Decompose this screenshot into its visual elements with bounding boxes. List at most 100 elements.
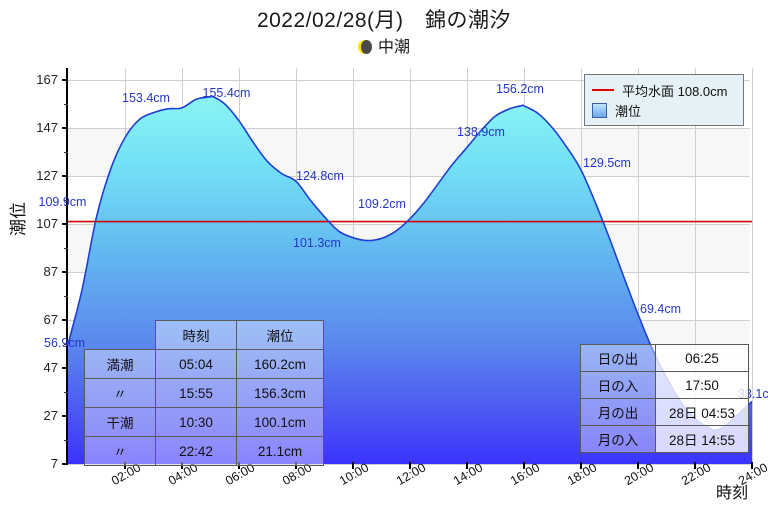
x-axis-tick <box>409 462 411 469</box>
y-axis-tick-label: 7 <box>50 456 58 471</box>
y-axis-tick-label: 147 <box>36 120 58 135</box>
y-axis-tick <box>62 175 68 177</box>
table-row: 月の入 28日 14:55 <box>580 425 749 453</box>
moon-phase-icon <box>357 40 372 59</box>
y-axis-tick-minor <box>64 152 68 153</box>
x-axis-tick <box>751 462 753 469</box>
legend-item-tide: 潮位 <box>592 100 736 120</box>
sun-moon-label-cell: 月の出 <box>580 398 656 426</box>
y-axis-tick-label: 127 <box>36 168 58 183</box>
tide-swatch-icon <box>592 102 607 118</box>
tide-value-label: 69.4cm <box>640 302 681 317</box>
tide-value-label: 138.9cm <box>457 125 505 140</box>
y-axis-tick-minor <box>64 440 68 441</box>
legend-item-mean-level: 平均水面 108.0cm <box>592 80 736 100</box>
x-axis-tick <box>580 462 582 469</box>
x-axis-tick <box>295 462 297 469</box>
tide-times-table: 時刻 潮位 満潮 05:04 160.2cm 〃 15:55 156.3cm 干潮 10:30 10… <box>84 320 324 466</box>
y-axis-tick <box>62 127 68 129</box>
legend-label-mean-level: 平均水面 108.0cm <box>622 83 728 99</box>
tide-type-cell: 干潮 <box>84 407 156 437</box>
y-axis-tick <box>62 463 68 465</box>
gridline-vertical <box>752 68 753 462</box>
tide-value-label: 109.2cm <box>358 196 406 211</box>
tide-type-label: 中潮 <box>377 39 410 56</box>
tide-type-cell: 満潮 <box>84 349 156 379</box>
page-title: 2022/02/28(月) 錦の潮汐 <box>256 9 512 32</box>
tide-time-cell: 05:04 <box>155 349 237 379</box>
tide-time-cell: 10:30 <box>155 407 237 437</box>
y-axis-tick <box>62 223 68 225</box>
sun-moon-value-cell: 17:50 <box>655 371 749 399</box>
tide-value-label: 109.9cm <box>38 195 87 210</box>
y-axis-tick-minor <box>64 344 68 345</box>
y-axis-tick-minor <box>64 200 68 201</box>
x-axis-tick <box>523 462 525 469</box>
tide-type-subtitle: 中潮 <box>0 33 768 59</box>
tide-value-label: 156.2cm <box>496 81 544 96</box>
table-row: 満潮 05:04 160.2cm <box>84 349 324 379</box>
tide-type-cell: 〃 <box>84 378 156 408</box>
gridline-vertical <box>695 68 696 462</box>
gridline-horizontal <box>68 128 750 129</box>
tide-level-cell: 21.1cm <box>236 436 324 466</box>
x-axis-tick <box>352 462 354 469</box>
chart-legend: 平均水面 108.0cm 潮位 <box>584 74 744 126</box>
y-axis-tick-minor <box>64 296 68 297</box>
table-header-row: 時刻 潮位 <box>85 320 324 350</box>
sun-moon-times-table: 日の出 06:25 日の入 17:50 月の出 28日 04:53 月の入 28日 14:55 <box>580 344 749 453</box>
tide-value-label: 153.4cm <box>122 90 170 105</box>
tide-value-label: 56.9cm <box>44 336 85 351</box>
sun-moon-value-cell: 06:25 <box>655 344 749 372</box>
y-axis-tick-label: 27 <box>43 408 58 423</box>
tide-type-cell: 〃 <box>84 436 156 466</box>
table-header-cell: 時刻 <box>155 320 237 350</box>
x-axis-tick <box>238 462 240 469</box>
chart-axis-marks <box>62 68 753 469</box>
y-axis-tick-minor <box>64 392 68 393</box>
tide-value-label: 124.8cm <box>296 169 344 184</box>
x-axis-tick <box>637 462 639 469</box>
sun-moon-value-cell: 28日 04:53 <box>655 398 749 426</box>
gridline-vertical <box>638 68 639 462</box>
sun-moon-label-cell: 日の入 <box>580 371 656 399</box>
y-axis-tick-label: 167 <box>36 72 58 87</box>
y-axis-tick-label: 87 <box>43 264 58 279</box>
y-axis-tick <box>62 367 68 369</box>
y-axis-tick-minor <box>64 248 68 249</box>
x-axis-tick <box>124 462 126 469</box>
table-header-corner <box>85 321 156 350</box>
x-axis-tick <box>466 462 468 469</box>
y-axis-tick <box>62 319 68 321</box>
gridline-horizontal <box>68 176 750 177</box>
table-row: 〃 22:42 21.1cm <box>84 436 324 466</box>
y-axis-tick <box>62 79 68 81</box>
table-row: 月の出 28日 04:53 <box>580 398 749 426</box>
table-row: 〃 15:55 156.3cm <box>84 378 324 408</box>
y-axis-tick <box>62 271 68 273</box>
sun-moon-value-cell: 28日 14:55 <box>655 425 749 453</box>
tide-level-cell: 156.3cm <box>236 378 324 408</box>
y-axis-tick-label: 47 <box>43 360 58 375</box>
tide-time-cell: 15:55 <box>155 378 237 408</box>
legend-label-tide: 潮位 <box>615 103 642 119</box>
tide-value-label: 155.4cm <box>202 85 251 100</box>
sun-moon-label-cell: 日の出 <box>580 344 656 372</box>
tide-curve-line <box>67 95 753 432</box>
mean-level-line-icon <box>592 89 614 91</box>
tide-time-cell: 22:42 <box>155 436 237 466</box>
sun-moon-label-cell: 月の入 <box>580 425 656 453</box>
tide-value-label: 129.5cm <box>583 156 631 170</box>
y-axis-tick-minor <box>64 104 68 105</box>
x-axis-tick <box>694 462 696 469</box>
x-axis-tick <box>181 462 183 469</box>
tide-level-cell: 160.2cm <box>236 349 324 379</box>
y-axis-tick-label: 107 <box>36 216 58 231</box>
table-row: 日の入 17:50 <box>580 371 749 399</box>
x-axis-title: 時刻 <box>716 485 749 502</box>
y-axis-tick <box>62 415 68 417</box>
tide-level-cell: 100.1cm <box>236 407 324 437</box>
y-axis-title: 潮位 <box>9 202 28 236</box>
table-row: 干潮 10:30 100.1cm <box>84 407 324 437</box>
